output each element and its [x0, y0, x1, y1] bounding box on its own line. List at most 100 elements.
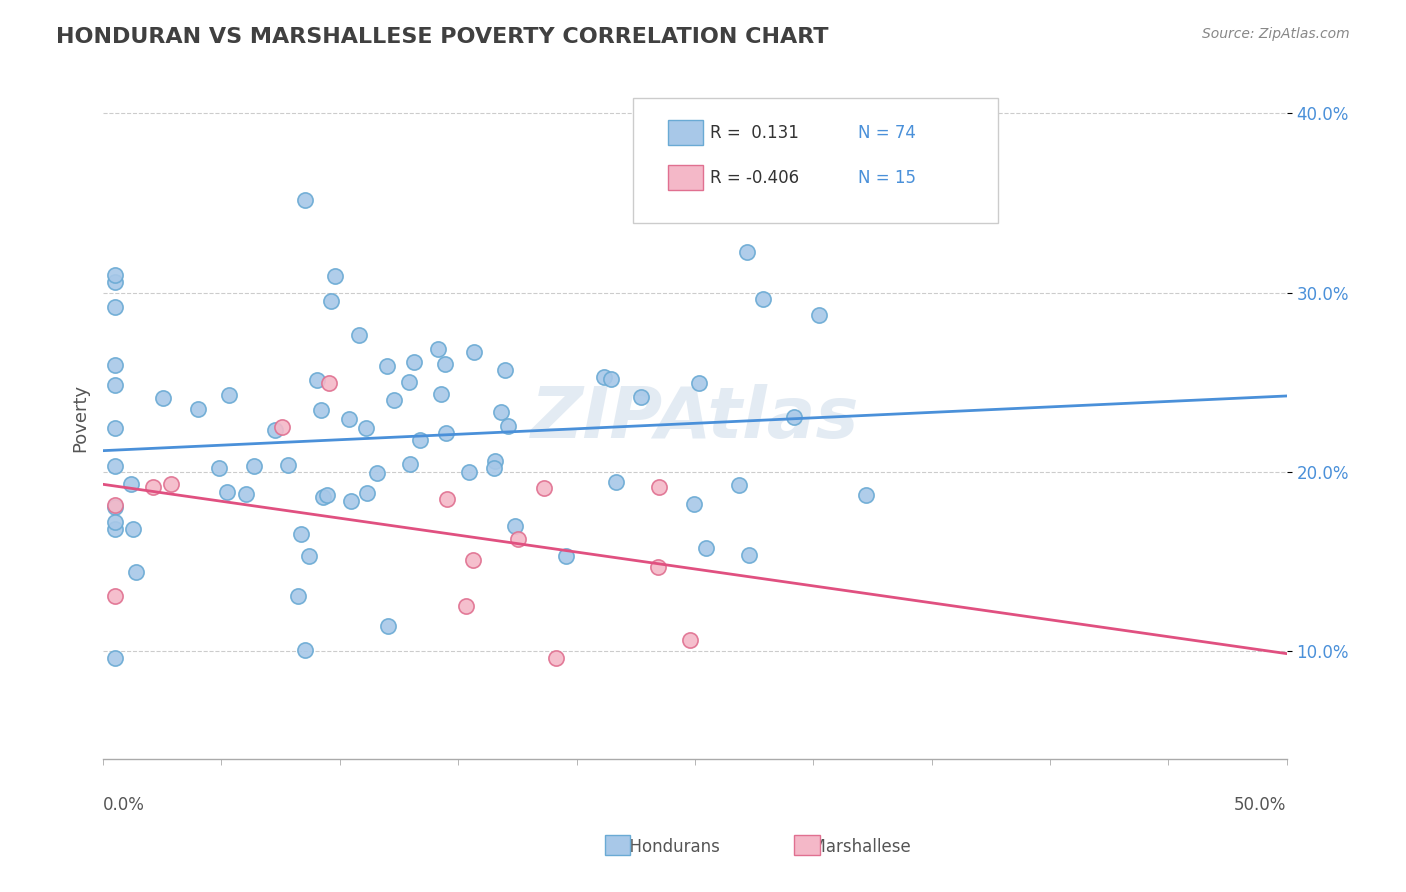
Point [104, 359, 127, 373]
Point [555, 549, 578, 563]
Text: 50.0%: 50.0% [1234, 797, 1286, 814]
Point [104, 590, 127, 604]
Point [337, 412, 360, 426]
Point [208, 460, 231, 475]
Point [461, 553, 484, 567]
Point [593, 370, 616, 384]
Point [433, 357, 456, 371]
Point [727, 477, 749, 491]
Point [264, 423, 287, 437]
Point [142, 480, 165, 494]
Text: N = 15: N = 15 [858, 169, 915, 186]
Point [630, 390, 652, 404]
Point [152, 391, 174, 405]
Text: ZIPAtlas: ZIPAtlas [530, 384, 859, 452]
Point [305, 373, 328, 387]
Point [104, 522, 127, 536]
Point [271, 420, 294, 434]
Point [426, 343, 449, 357]
Point [104, 421, 127, 435]
Point [104, 275, 127, 289]
Point [377, 618, 399, 632]
Point [735, 244, 758, 259]
Point [339, 494, 361, 508]
Point [294, 642, 316, 657]
Point [309, 403, 332, 417]
Point [366, 466, 388, 480]
Y-axis label: Poverty: Poverty [72, 384, 89, 452]
Point [382, 393, 405, 408]
Point [325, 269, 347, 284]
Text: HONDURAN VS MARSHALLESE POVERTY CORRELATION CHART: HONDURAN VS MARSHALLESE POVERTY CORRELAT… [56, 27, 828, 46]
Point [783, 410, 806, 425]
Point [218, 387, 240, 401]
Point [409, 433, 432, 447]
Point [679, 632, 702, 647]
Point [605, 475, 627, 489]
Point [316, 488, 339, 502]
Point [496, 418, 519, 433]
Point [354, 421, 377, 435]
Point [347, 328, 370, 343]
Point [120, 476, 142, 491]
Point [648, 480, 671, 494]
Point [463, 345, 485, 359]
Point [104, 498, 127, 512]
Point [235, 487, 257, 501]
Point [122, 522, 145, 536]
Text: R = -0.406: R = -0.406 [710, 169, 799, 186]
Point [489, 405, 512, 419]
Text: R =  0.131: R = 0.131 [710, 124, 799, 142]
Point [436, 492, 458, 507]
Point [294, 194, 316, 208]
Point [738, 548, 761, 562]
Text: Source: ZipAtlas.com: Source: ZipAtlas.com [1202, 27, 1350, 41]
Point [752, 292, 775, 306]
Text: Hondurans: Hondurans [619, 838, 720, 856]
Text: N = 74: N = 74 [858, 124, 915, 142]
Point [454, 599, 477, 613]
Point [104, 458, 127, 473]
Point [104, 378, 127, 392]
Point [297, 549, 319, 564]
Text: 0.0%: 0.0% [103, 797, 145, 814]
Point [104, 651, 127, 665]
Point [430, 387, 453, 401]
Point [104, 300, 127, 314]
Point [546, 651, 568, 665]
Point [503, 519, 526, 533]
Point [125, 566, 148, 580]
Point [215, 485, 238, 500]
Point [508, 533, 530, 547]
Point [399, 457, 422, 471]
Point [398, 376, 420, 390]
Point [318, 376, 340, 391]
Point [356, 486, 378, 500]
Point [647, 559, 669, 574]
Point [533, 481, 555, 495]
Point [599, 372, 621, 386]
Point [434, 426, 457, 441]
Point [287, 589, 309, 603]
Point [243, 458, 266, 473]
Point [277, 458, 299, 473]
Point [494, 362, 516, 376]
Point [375, 359, 398, 374]
Point [321, 294, 343, 309]
Point [104, 268, 127, 282]
Point [457, 465, 479, 479]
Point [688, 376, 710, 391]
Point [160, 477, 183, 491]
Point [104, 515, 127, 529]
Text: Marshallese: Marshallese [801, 838, 911, 856]
Point [695, 541, 717, 555]
Point [187, 401, 209, 416]
Point [402, 355, 425, 369]
Point [682, 497, 704, 511]
Point [808, 308, 831, 322]
Point [484, 454, 506, 468]
Point [482, 460, 505, 475]
Point [312, 490, 335, 504]
Point [855, 487, 877, 501]
Point [104, 500, 127, 514]
